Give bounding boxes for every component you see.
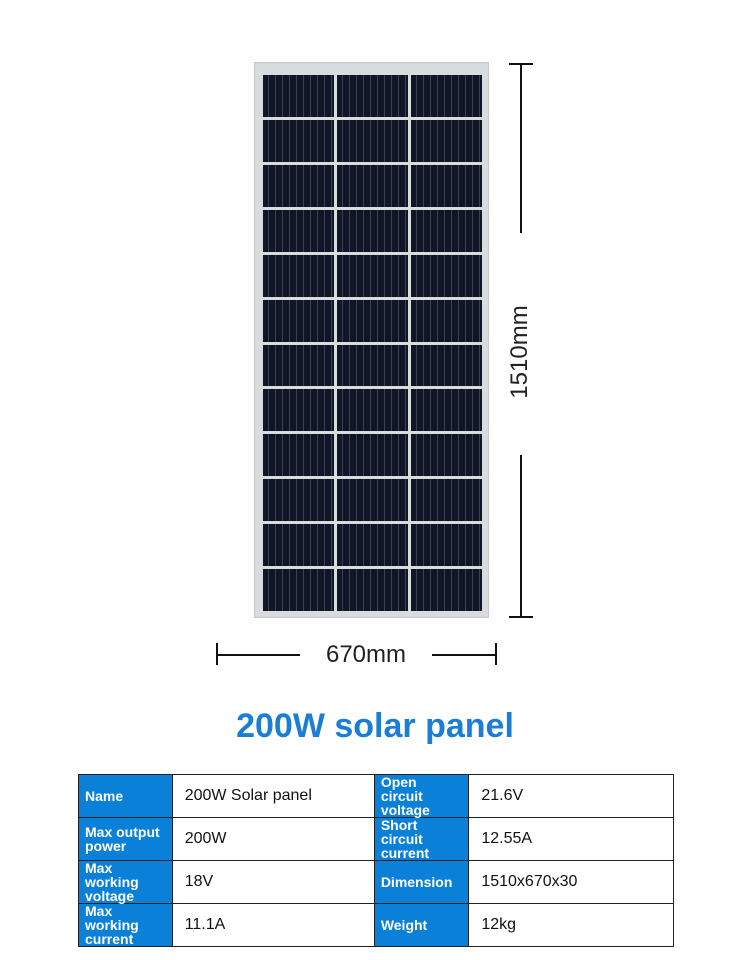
spec-label: Dimension: [373, 860, 470, 904]
spec-label: Max working current: [78, 903, 173, 947]
solar-cell-block: [337, 389, 408, 432]
product-title: 200W solar panel: [236, 707, 514, 745]
solar-cell-block: [263, 434, 334, 477]
spec-label: Max output power: [78, 817, 173, 861]
solar-cell-block: [263, 209, 334, 252]
solar-cell-block: [337, 75, 408, 117]
solar-cell-block: [337, 344, 408, 387]
solar-cell-block: [263, 119, 334, 162]
solar-cell-block: [337, 569, 408, 611]
solar-cell-block: [263, 524, 334, 567]
height-dim-cap-bottom: [509, 616, 533, 618]
spec-value: 12kg: [468, 903, 674, 947]
solar-cell-block: [337, 164, 408, 207]
solar-cell-block: [263, 569, 334, 611]
solar-cell-block: [411, 209, 482, 252]
table-row: Max output power 200W Short circuit curren…: [78, 817, 674, 861]
solar-cell-block: [411, 254, 482, 297]
solar-cell-block: [263, 75, 334, 117]
height-label: 1510mm: [506, 305, 533, 399]
solar-cell-block: [337, 524, 408, 567]
spec-label: Weight: [373, 903, 470, 947]
solar-cell-block: [411, 434, 482, 477]
width-dim-cap-right: [495, 643, 497, 665]
solar-cell-block: [263, 164, 334, 207]
spec-value: 21.6V: [468, 774, 674, 818]
spec-value: 18V: [171, 860, 375, 904]
solar-cell-block: [337, 434, 408, 477]
solar-cell-block: [263, 344, 334, 387]
solar-cell-block: [263, 389, 334, 432]
solar-cell-block: [411, 75, 482, 117]
spec-value: 200W Solar panel: [171, 774, 375, 818]
solar-cell-block: [411, 479, 482, 522]
width-dim-line-left: [216, 654, 300, 656]
height-dim-line-bottom: [520, 455, 522, 617]
solar-cell-block: [337, 119, 408, 162]
spec-value: 1510x670x30: [468, 860, 674, 904]
solar-cell-block: [337, 209, 408, 252]
solar-cell-block: [411, 569, 482, 611]
solar-cell-block: [263, 299, 334, 342]
solar-cell-block: [411, 389, 482, 432]
table-row: Max working current 11.1A Weight 12kg: [78, 903, 674, 947]
solar-cell-block: [411, 299, 482, 342]
solar-cell-block: [411, 119, 482, 162]
spec-label: Short circuit current: [373, 817, 470, 861]
solar-cell-block: [411, 164, 482, 207]
spec-label: Open circuit voltage: [373, 774, 470, 818]
solar-cell-block: [263, 479, 334, 522]
solar-cell-block: [337, 479, 408, 522]
solar-cell-block: [411, 344, 482, 387]
width-label: 670mm: [325, 641, 407, 668]
table-row: Name 200W Solar panel Open circuit voltage…: [78, 774, 674, 818]
spec-value: 11.1A: [171, 903, 375, 947]
solar-cell-block: [337, 299, 408, 342]
spec-label: Name: [78, 774, 173, 818]
height-dim-line-top: [520, 63, 522, 233]
spec-label: Max working voltage: [78, 860, 173, 904]
solar-panel-image: [254, 62, 489, 618]
width-dim-line-right: [432, 654, 497, 656]
spec-value: 12.55A: [468, 817, 674, 861]
spec-table: Name 200W Solar panel Open circuit voltage…: [78, 774, 674, 947]
table-row: Max working voltage 18V Dimension 1510x670x…: [78, 860, 674, 904]
solar-cell-block: [263, 254, 334, 297]
solar-cell-block: [411, 524, 482, 567]
solar-cell-block: [337, 254, 408, 297]
spec-value: 200W: [171, 817, 375, 861]
